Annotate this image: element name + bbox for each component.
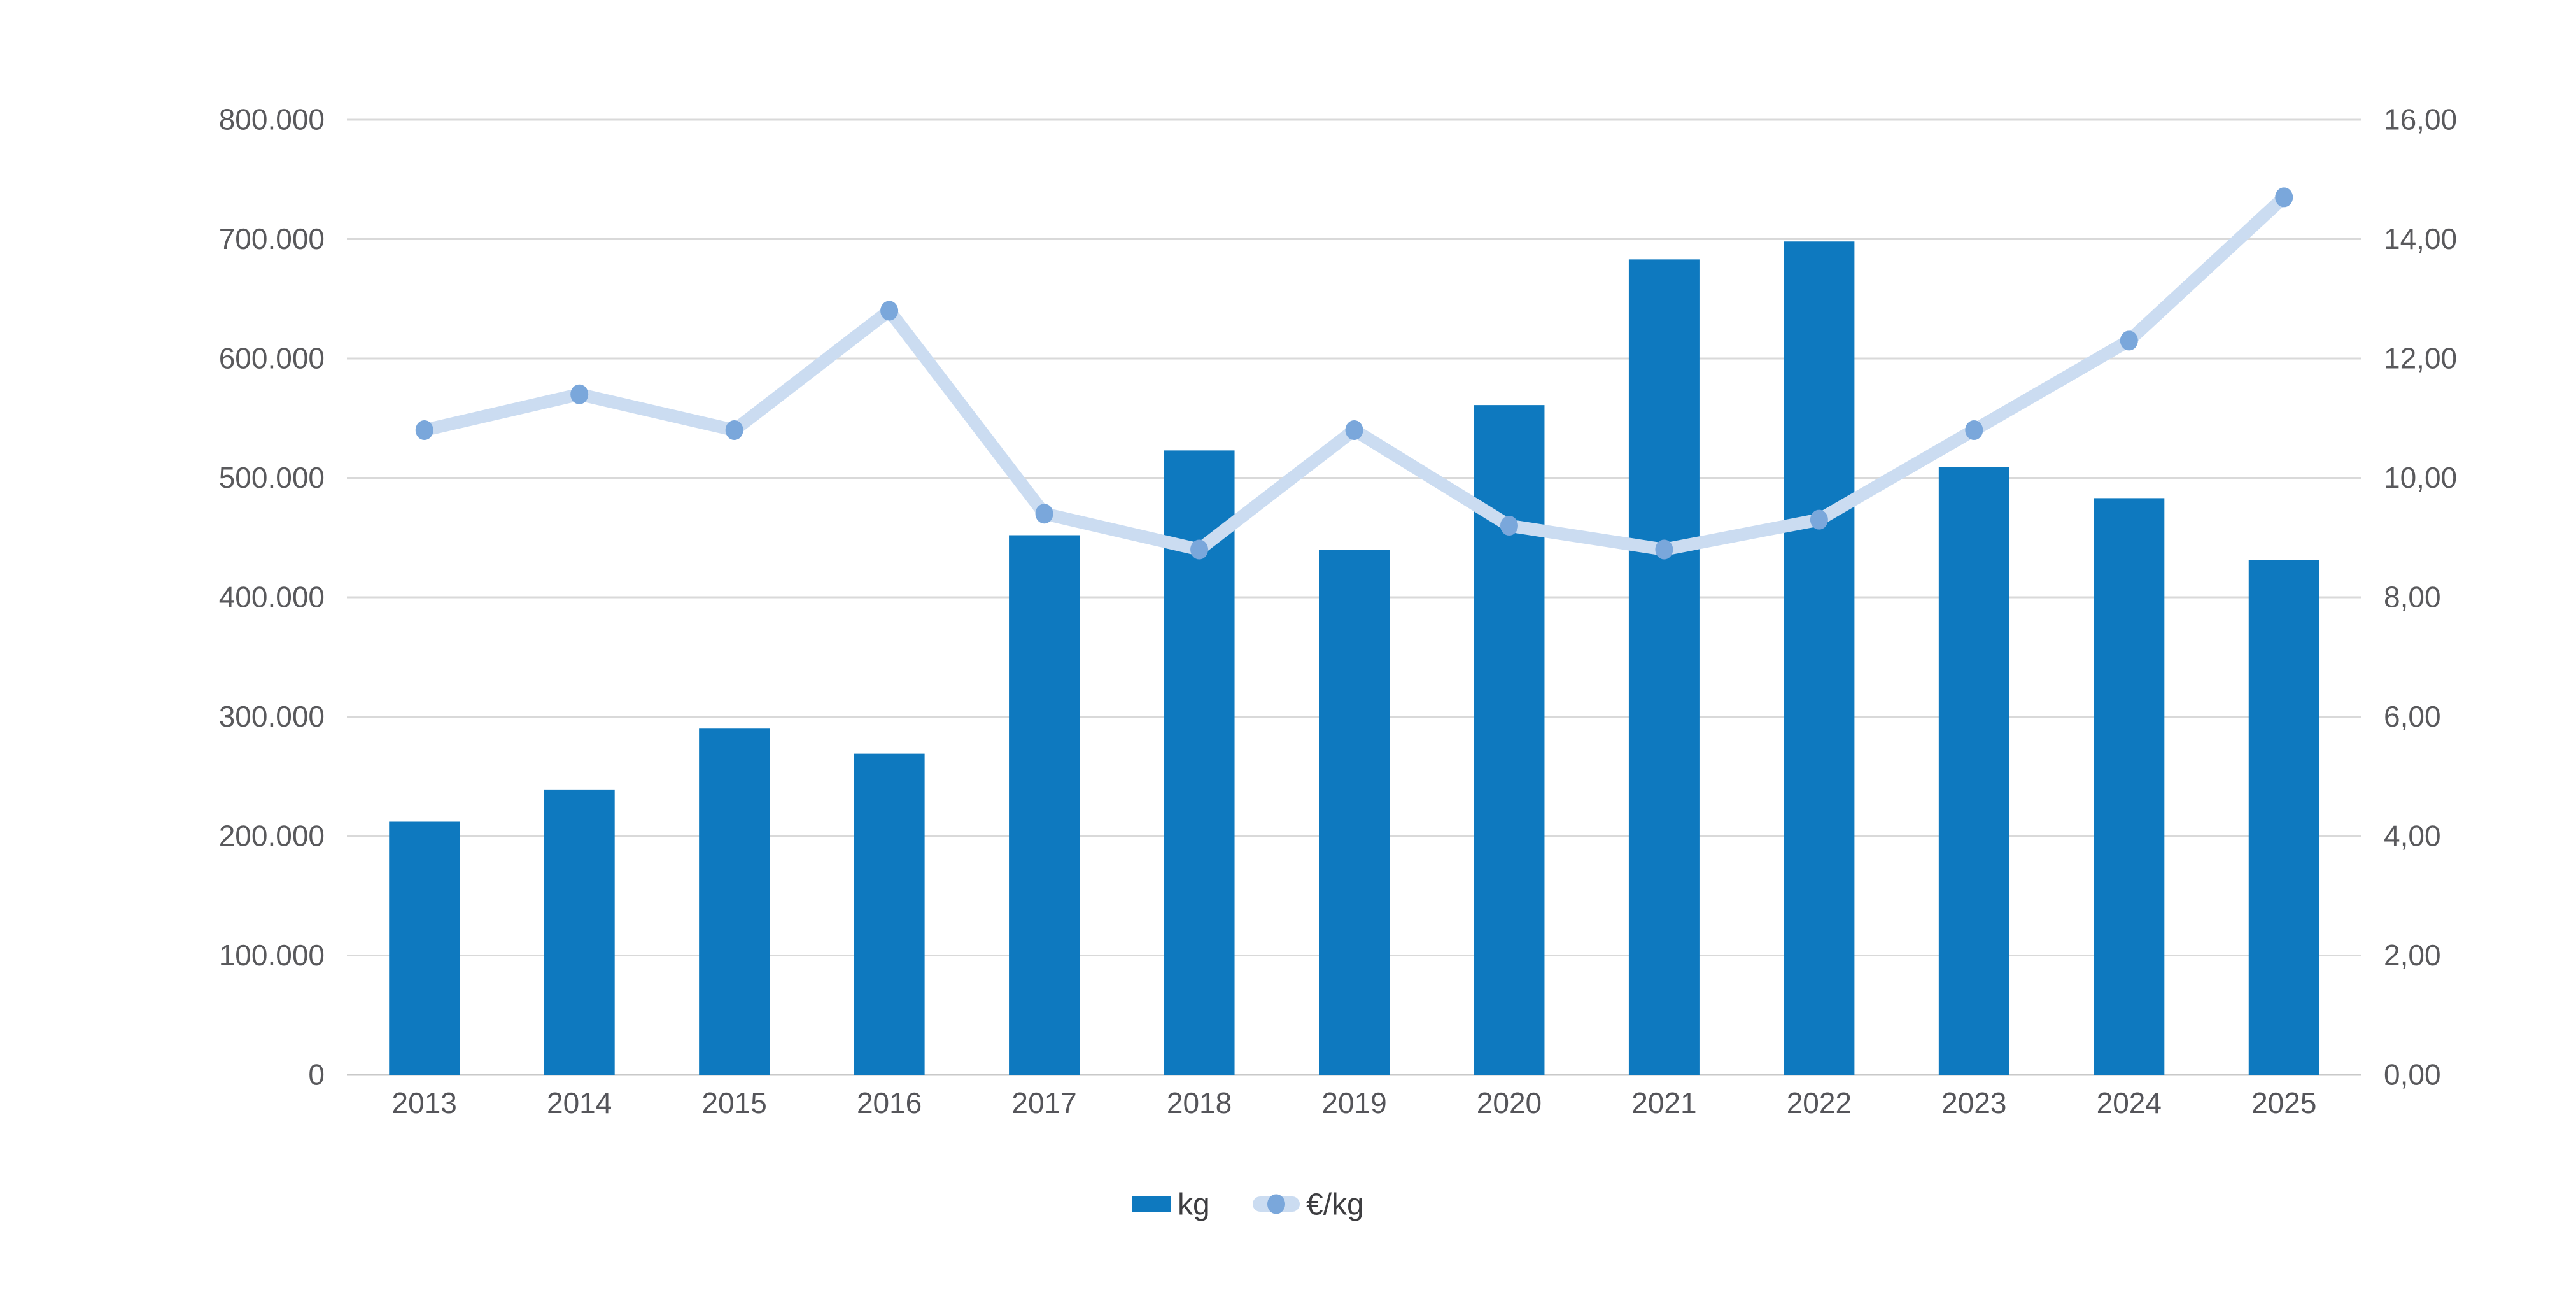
point-2019[interactable]	[1345, 420, 1363, 440]
legend-eur-dot[interactable]	[1267, 1194, 1285, 1214]
point-2022[interactable]	[1810, 509, 1828, 530]
bar-2015[interactable]	[699, 728, 770, 1075]
right-axis-tick-label: 10,00	[2384, 461, 2457, 494]
x-axis-label-2014: 2014	[547, 1086, 612, 1119]
point-2015[interactable]	[725, 420, 743, 440]
left-axis-tick-label: 0	[308, 1058, 325, 1091]
left-axis-tick-label: 300.000	[219, 700, 325, 733]
right-axis-tick-label: 6,00	[2384, 700, 2441, 733]
point-2013[interactable]	[415, 420, 433, 440]
legend-kg-swatch[interactable]	[1132, 1196, 1171, 1212]
bar-2021[interactable]	[1628, 259, 1700, 1075]
x-axis-label-2018: 2018	[1167, 1086, 1232, 1119]
x-axis-label-2016: 2016	[857, 1086, 922, 1119]
left-axis-tick-label: 600.000	[219, 342, 325, 375]
x-axis-label-2013: 2013	[392, 1086, 457, 1119]
point-2023[interactable]	[1965, 420, 1983, 440]
x-axis-label-2021: 2021	[1631, 1086, 1696, 1119]
x-axis-label-2020: 2020	[1477, 1086, 1542, 1119]
point-2016[interactable]	[880, 301, 899, 321]
point-2025[interactable]	[2275, 187, 2293, 208]
bar-2013[interactable]	[389, 821, 460, 1075]
point-2018[interactable]	[1190, 539, 1209, 560]
left-axis-tick-label: 100.000	[219, 939, 325, 972]
bar-2025[interactable]	[2248, 560, 2319, 1075]
right-axis-tick-label: 8,00	[2384, 581, 2441, 614]
point-2017[interactable]	[1035, 504, 1053, 524]
right-axis-tick-label: 16,00	[2384, 103, 2457, 136]
bar-2019[interactable]	[1319, 550, 1390, 1075]
left-axis-tick-label: 400.000	[219, 581, 325, 614]
point-2014[interactable]	[570, 384, 589, 404]
x-axis-label-2025: 2025	[2251, 1086, 2316, 1119]
point-2024[interactable]	[2120, 330, 2138, 351]
right-axis-tick-label: 0,00	[2384, 1058, 2441, 1091]
left-axis-tick-label: 200.000	[219, 820, 325, 853]
bar-2024[interactable]	[2094, 498, 2165, 1075]
bar-2022[interactable]	[1784, 241, 1855, 1075]
x-axis-label-2017: 2017	[1011, 1086, 1076, 1119]
left-axis-tick-label: 500.000	[219, 461, 325, 494]
right-axis-tick-label: 14,00	[2384, 222, 2457, 255]
right-axis-tick-label: 4,00	[2384, 820, 2441, 853]
x-axis-label-2015: 2015	[701, 1086, 766, 1119]
x-axis-label-2019: 2019	[1321, 1086, 1386, 1119]
bar-2016[interactable]	[854, 753, 925, 1075]
point-2020[interactable]	[1500, 516, 1518, 536]
bar-2023[interactable]	[1938, 467, 2009, 1075]
x-axis-label-2022: 2022	[1787, 1086, 1852, 1119]
right-axis-tick-label: 12,00	[2384, 342, 2457, 375]
point-2021[interactable]	[1655, 539, 1673, 560]
x-axis-label-2023: 2023	[1941, 1086, 2006, 1119]
bar-2014[interactable]	[544, 789, 615, 1075]
legend-kg-label[interactable]: kg	[1178, 1188, 1210, 1221]
x-axis-label-2024: 2024	[2097, 1086, 2162, 1119]
bar-2017[interactable]	[1009, 535, 1080, 1075]
legend-eur-label[interactable]: €/kg	[1306, 1188, 1364, 1221]
right-axis-tick-label: 2,00	[2384, 939, 2441, 972]
left-axis-tick-label: 800.000	[219, 103, 325, 136]
left-axis-tick-label: 700.000	[219, 222, 325, 255]
